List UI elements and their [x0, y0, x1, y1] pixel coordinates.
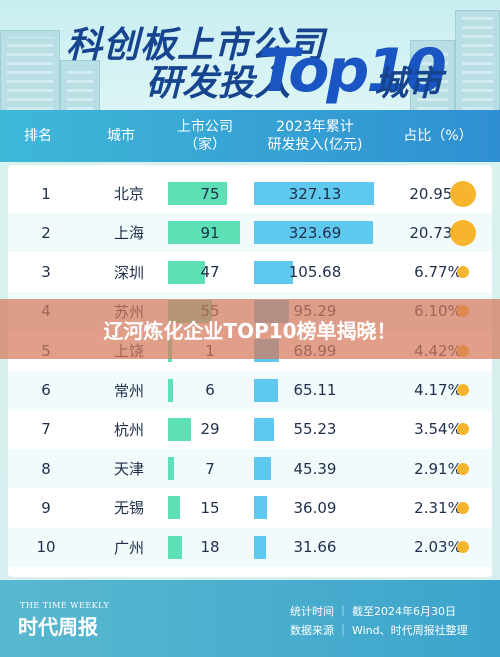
listed-value: 7 [205, 459, 215, 478]
listed-value: 6 [205, 381, 215, 399]
rd-value: 105.68 [288, 263, 342, 282]
stat-time: 统计时间 ｜ 截至2024年6月30日 [290, 605, 456, 618]
share-label: 2.91% [414, 459, 462, 478]
footer [0, 580, 500, 657]
listed-bar [168, 535, 183, 559]
listed-value: 15 [200, 498, 220, 517]
share-dot [457, 541, 469, 554]
share-label: 6.77% [414, 263, 462, 282]
table-row: 7 杭州 29 55.23 3.54% [8, 410, 492, 449]
share-label: 4.17% [414, 381, 462, 399]
share-dot [457, 384, 469, 396]
rank-label: 10 [36, 538, 56, 557]
rd-bar [254, 378, 278, 402]
rd-bar [254, 417, 275, 441]
listed-value: 91 [200, 223, 220, 242]
share-dot [457, 266, 469, 279]
share-label: 2.03% [414, 538, 462, 557]
listed-bar [168, 182, 228, 205]
city-label: 无锡 [113, 499, 144, 518]
rd-bar [254, 182, 374, 205]
share-dot [450, 180, 476, 207]
table-row: 8 天津 7 45.39 2.91% [8, 449, 492, 489]
listed-bar [168, 496, 180, 520]
rd-value: 36.09 [293, 498, 337, 517]
listed-value: 47 [200, 263, 220, 282]
col-header-share: 占比（%） [403, 128, 473, 144]
data-source: 数据来源 ｜ Wind、时代周报社整理 [290, 624, 468, 637]
listed-bar [168, 260, 206, 284]
rd-bar [254, 535, 266, 559]
share-dot [457, 501, 469, 514]
rank-label: 3 [41, 263, 51, 282]
rd-bar [254, 457, 271, 481]
brand-logo: 时代周报 [18, 615, 98, 639]
city-label: 杭州 [113, 420, 144, 439]
col-header-rd: 2023年累计 研发投入(亿元) [267, 119, 363, 153]
listed-value: 18 [200, 538, 220, 557]
share-dot [450, 219, 476, 246]
rd-bar [254, 260, 293, 284]
city-label: 天津 [113, 460, 144, 479]
listed-bar [168, 378, 173, 402]
table-row: 10 广州 18 31.66 2.03% [8, 527, 492, 567]
listed-value: 75 [200, 184, 220, 203]
overlay-banner: 辽河炼化企业TOP10榜单揭晓！ [0, 299, 500, 359]
table-row: 2 上海 91 323.69 20.73% [8, 213, 492, 253]
rank-label: 6 [41, 381, 51, 399]
rd-bar [254, 496, 268, 520]
banner-text: 辽河炼化企业TOP10榜单揭晓！ [103, 318, 397, 343]
col-header-listed: 上市公司 （家） [177, 119, 233, 153]
col-header-rank: 排名 [24, 128, 52, 144]
listed-bar [168, 457, 174, 481]
share-dot [457, 423, 469, 436]
title-line2: 研发投入 [146, 62, 291, 104]
table-row: 9 无锡 15 36.09 2.31% [8, 488, 492, 527]
rd-value: 323.69 [288, 223, 342, 242]
rd-value: 31.66 [293, 538, 337, 557]
title-top10: Top10 [258, 36, 447, 106]
listed-bar [168, 417, 191, 441]
rank-label: 9 [41, 498, 51, 517]
rd-value: 55.23 [293, 420, 337, 439]
rd-bar [254, 221, 373, 245]
rank-label: 8 [41, 459, 51, 478]
rd-value: 327.13 [288, 184, 342, 203]
title-line1: 科创板上市公司 [66, 24, 326, 66]
table-row: 6 常州 6 65.11 4.17% [8, 370, 492, 410]
rd-value: 45.39 [293, 459, 337, 478]
city-label: 深圳 [113, 263, 144, 282]
city-label: 上海 [113, 224, 144, 243]
city-label: 北京 [113, 185, 144, 203]
brand-english: THE TIME WEEKLY [20, 601, 110, 610]
city-label: 常州 [113, 381, 144, 400]
title-suffix: 城市 [374, 64, 442, 104]
share-dot [457, 462, 469, 475]
table-row: 1 北京 75 327.13 20.95% [8, 174, 492, 213]
rd-value: 65.11 [293, 381, 337, 399]
share-label: 2.31% [414, 498, 462, 517]
listed-bar [168, 221, 240, 245]
city-label: 广州 [113, 538, 144, 557]
col-header-city: 城市 [107, 128, 135, 144]
share-label: 3.54% [414, 420, 462, 439]
rank-label: 7 [41, 420, 51, 439]
table-row: 3 深圳 47 105.68 6.77% [8, 253, 492, 292]
listed-value: 29 [200, 420, 220, 439]
table-header [0, 110, 500, 162]
rank-label: 2 [41, 223, 51, 242]
rank-label: 1 [41, 184, 51, 203]
